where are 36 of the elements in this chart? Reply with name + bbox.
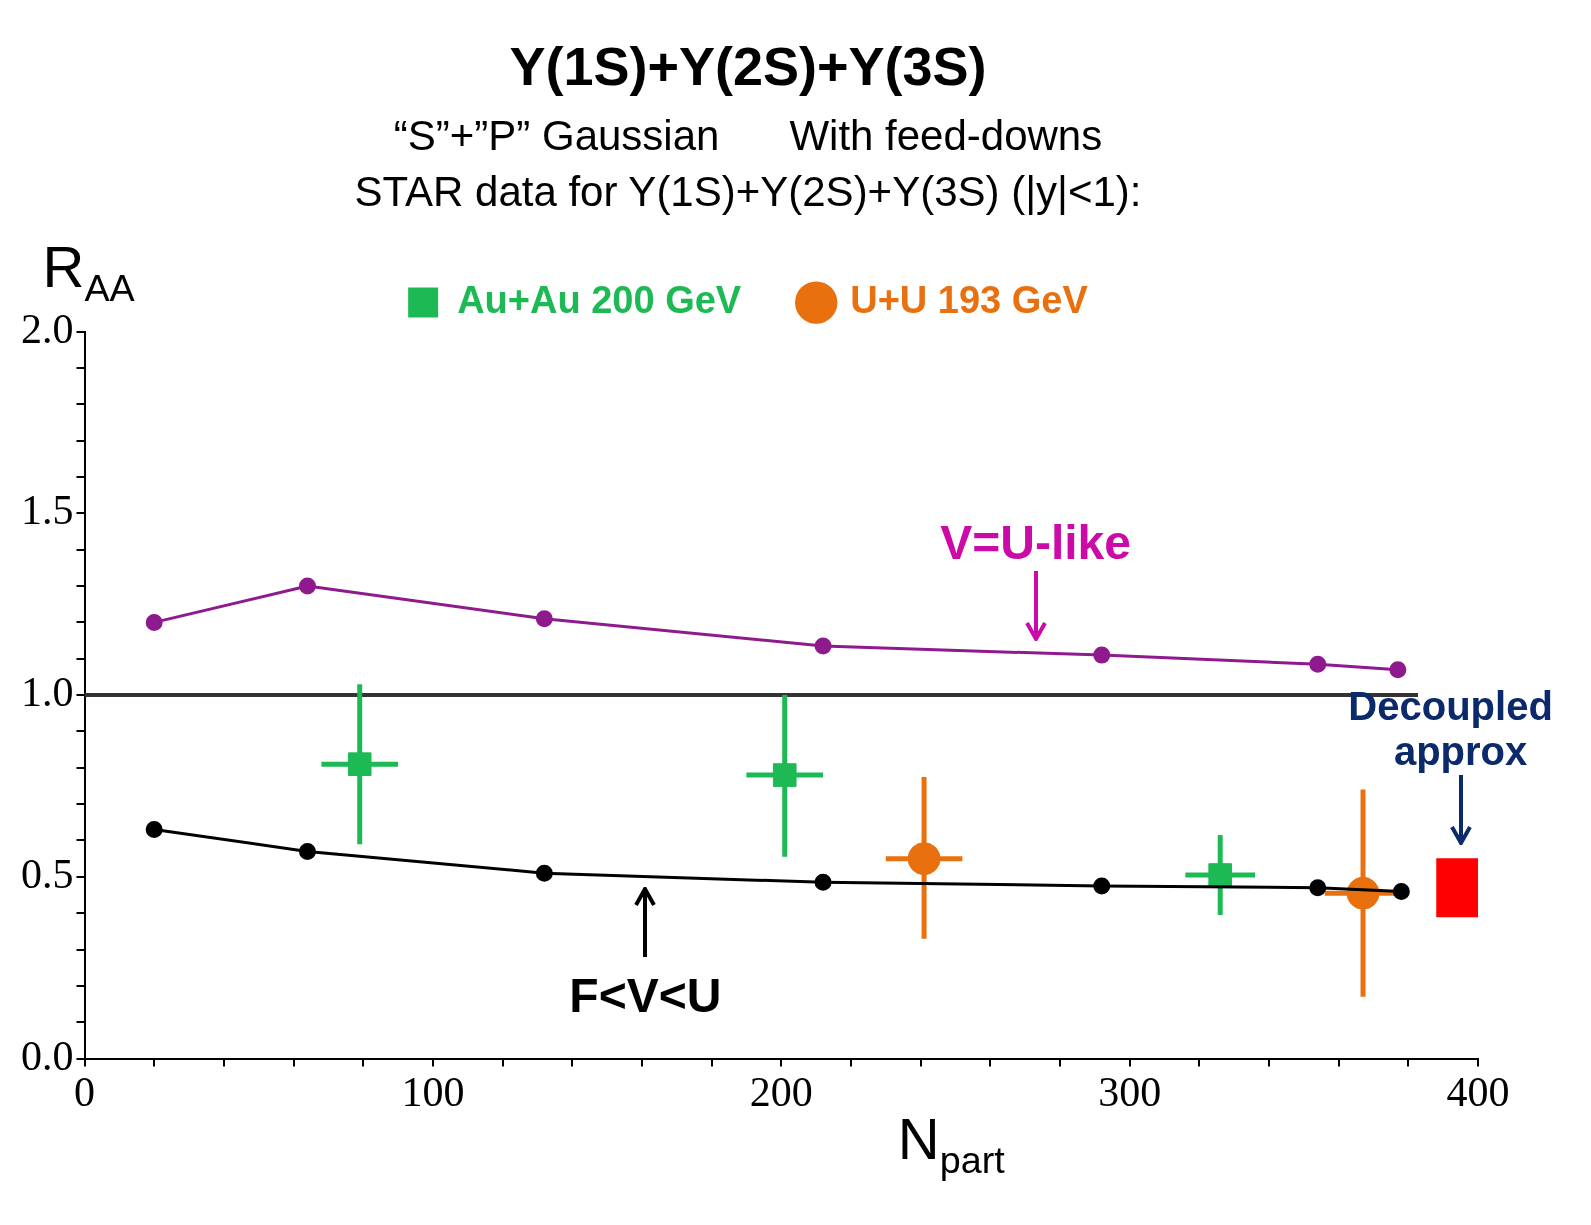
point <box>347 752 372 776</box>
point <box>1208 863 1233 887</box>
point <box>1309 879 1327 897</box>
x-tick-label: 400 <box>1446 1068 1510 1115</box>
x-tick-label: 200 <box>749 1068 813 1115</box>
y-tick-label: 0.0 <box>21 1032 74 1079</box>
x-tick-label: 0 <box>74 1068 95 1115</box>
point <box>145 613 163 631</box>
point <box>814 873 832 891</box>
point <box>907 842 941 876</box>
point <box>298 577 316 595</box>
y-tick-label: 0.5 <box>21 850 74 897</box>
point <box>1093 646 1111 664</box>
annotation: Decoupled approx <box>1348 684 1553 774</box>
point <box>535 864 553 882</box>
legend-label: Au+Au 200 GeV <box>457 279 742 322</box>
chart-subtitle: “S”+”P” Gaussian With feed-downs <box>393 111 1103 159</box>
point <box>298 842 316 860</box>
x-tick-label: 300 <box>1098 1068 1162 1115</box>
point <box>814 637 832 655</box>
point <box>1389 661 1407 679</box>
annotation: V=U-like <box>940 516 1131 570</box>
legend-label: U+U 193 GeV <box>850 279 1089 322</box>
point <box>772 763 797 787</box>
y-tick-label: 1.5 <box>21 487 74 534</box>
point <box>535 610 553 628</box>
annotation: F<V<U <box>569 968 722 1022</box>
x-tick-label: 100 <box>401 1068 465 1115</box>
point <box>1392 882 1410 900</box>
point <box>1309 655 1327 673</box>
chart-title: Y(1S)+Y(2S)+Y(3S) <box>509 36 987 97</box>
point <box>145 821 163 839</box>
y-tick-label: 2.0 <box>21 305 74 352</box>
y-tick-label: 1.0 <box>21 669 74 716</box>
legend-title: STAR data for Y(1S)+Y(2S)+Y(3S) (|y|<1): <box>354 167 1142 215</box>
point <box>1093 877 1111 895</box>
